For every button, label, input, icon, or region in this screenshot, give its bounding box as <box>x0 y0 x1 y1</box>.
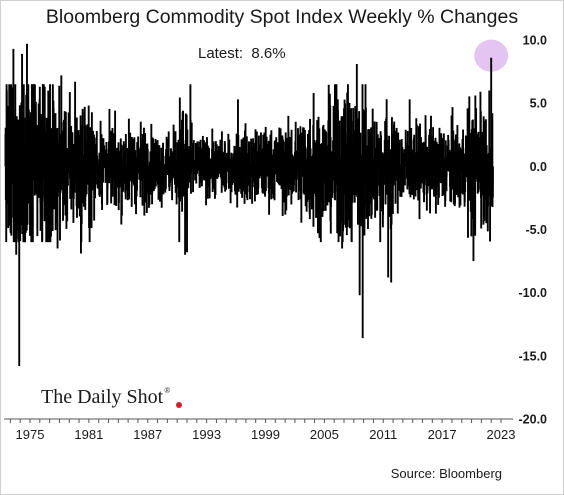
latest-highlight <box>474 39 509 72</box>
x-tick-label: 2005 <box>310 427 339 442</box>
bars-layer <box>4 43 494 366</box>
logo-red-dot <box>176 402 183 408</box>
x-tick-label: 1975 <box>16 427 45 442</box>
x-tick-label: 1987 <box>133 427 162 442</box>
x-tick-label: 1981 <box>74 427 103 442</box>
y-tick-label: -15.0 <box>519 349 548 363</box>
x-tick-label: 2023 <box>487 427 516 442</box>
x-tick-label: 2011 <box>369 427 397 442</box>
logo-text: The Daily Shot <box>41 386 164 408</box>
logo-registered-mark: ® <box>164 386 171 395</box>
latest-annotation: Latest: 8.6% <box>198 45 286 62</box>
x-tick-label: 2017 <box>428 427 457 442</box>
y-tick-label: 0.0 <box>530 160 547 174</box>
y-axis: 10.0 5.0 0.0 -5.0 -10.0 -15.0 -20.0 <box>519 34 548 427</box>
y-tick-label: 5.0 <box>530 97 547 111</box>
x-axis: 1975 1981 1987 1993 1999 2005 2011 2017 2023 <box>4 418 516 442</box>
y-tick-label: -20.0 <box>519 413 548 427</box>
source-label: Source: Bloomberg <box>390 466 502 481</box>
x-tick-label: 1993 <box>192 427 221 442</box>
y-tick-label: 10.0 <box>523 34 547 48</box>
y-tick-label: -5.0 <box>525 223 547 237</box>
x-tick-label: 1999 <box>251 427 280 442</box>
highlight-layer <box>474 39 509 72</box>
chart-title: Bloomberg Commodity Spot Index Weekly % … <box>45 6 519 28</box>
daily-shot-logo: The Daily Shot® <box>41 386 183 409</box>
y-tick-label: -10.0 <box>519 286 548 300</box>
